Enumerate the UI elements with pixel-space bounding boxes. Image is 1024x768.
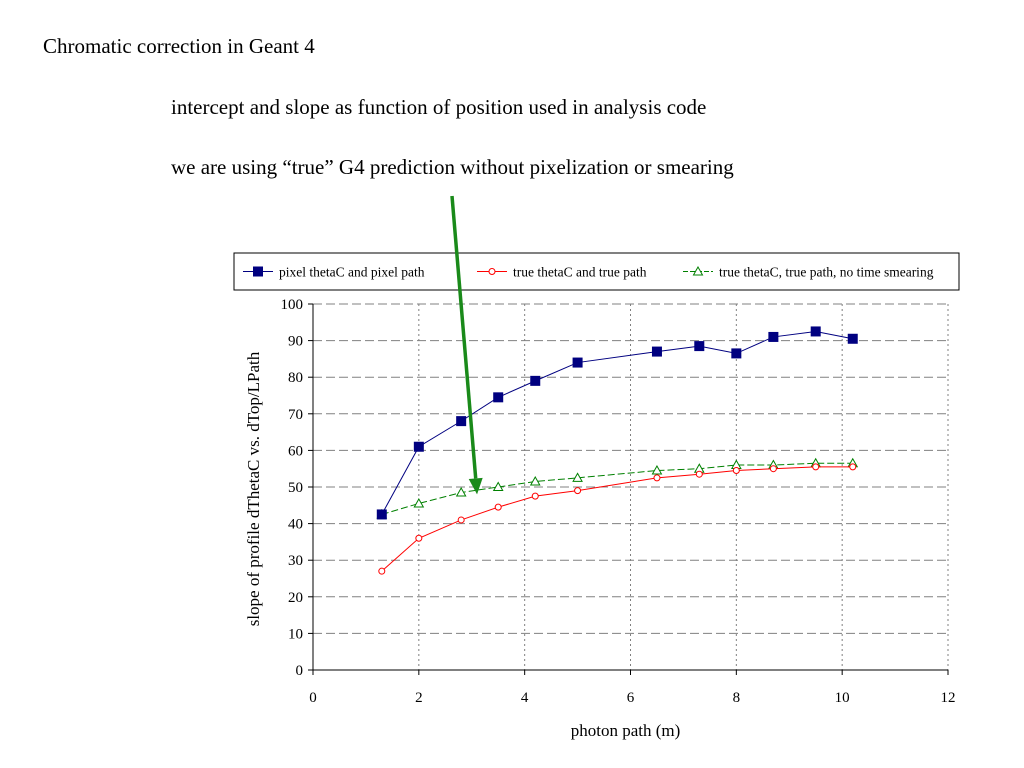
- data-point: [849, 463, 857, 471]
- annotation-layer: [450, 195, 483, 495]
- y-tick-label: 80: [288, 370, 303, 386]
- data-point: [253, 266, 263, 277]
- data-point: [455, 486, 467, 497]
- series-1: [376, 326, 858, 520]
- data-point: [651, 346, 662, 357]
- y-tick-label: 100: [281, 297, 304, 313]
- data-point: [413, 441, 424, 452]
- y-tick-label: 40: [288, 517, 303, 533]
- data-point: [769, 465, 777, 473]
- annotation-arrow-shaft: [450, 195, 478, 479]
- data-point: [768, 331, 779, 342]
- data-point: [692, 265, 704, 276]
- data-point: [812, 463, 820, 471]
- data-point: [694, 341, 705, 352]
- x-tick-label: 8: [733, 690, 741, 706]
- y-tick-label: 20: [288, 590, 303, 606]
- legend-label: true thetaC and true path: [513, 265, 647, 280]
- data-point: [574, 487, 582, 495]
- slide-title: Chromatic correction in Geant 4: [43, 34, 315, 58]
- data-point: [695, 470, 703, 478]
- y-tick-label: 70: [288, 407, 303, 423]
- legend: pixel thetaC and pixel path true thetaC a…: [233, 252, 960, 291]
- series-line: [381, 462, 853, 515]
- y-tick-label: 30: [288, 553, 303, 569]
- x-tick-label: 4: [521, 690, 529, 706]
- data-point: [456, 416, 467, 427]
- grid: [313, 303, 949, 670]
- data-point: [529, 475, 541, 486]
- y-tick-label: 10: [288, 626, 303, 642]
- series-line: [381, 330, 853, 515]
- legend-label: true thetaC, true path, no time smearing: [719, 265, 934, 280]
- data-point: [651, 465, 663, 475]
- x-tick-label: 10: [835, 690, 850, 706]
- y-tick-label: 60: [288, 443, 303, 459]
- note-true-prediction: we are using “true” G4 prediction withou…: [171, 155, 734, 179]
- data-point: [415, 534, 423, 542]
- legend-item-1: pixel thetaC and pixel path: [243, 265, 425, 280]
- series-2: [378, 463, 857, 575]
- data-point: [530, 375, 541, 386]
- x-tick-label: 6: [627, 690, 635, 706]
- x-tick-label: 2: [415, 690, 423, 706]
- data-point: [494, 503, 502, 511]
- data-point: [731, 348, 742, 359]
- legend-item-3: true thetaC, true path, no time smearing: [683, 265, 934, 280]
- data-point: [847, 333, 858, 344]
- data-point: [810, 326, 821, 337]
- annotation-arrow-head: [468, 477, 483, 495]
- data-point: [732, 467, 740, 475]
- data-point: [376, 509, 387, 520]
- note-analysis-code: intercept and slope as function of posit…: [171, 95, 707, 119]
- data-point: [488, 268, 496, 275]
- legend-label: pixel thetaC and pixel path: [279, 265, 425, 280]
- y-tick-label: 90: [288, 334, 303, 350]
- data-point: [653, 474, 661, 482]
- x-tick-label: 0: [309, 690, 317, 706]
- data-point: [378, 567, 386, 575]
- x-tick-label: 12: [941, 690, 956, 706]
- data-point: [531, 492, 539, 500]
- annotation-arrow: [450, 195, 483, 495]
- data-point: [413, 497, 425, 508]
- data-point: [572, 472, 583, 482]
- series-layer: [376, 326, 859, 575]
- axes: 0 10 20 30 40 50 60 70 80 90 100 0 2 4 6 8 10 12 photon pa…: [244, 297, 956, 740]
- data-point: [457, 516, 465, 524]
- y-tick-label: 50: [288, 480, 303, 496]
- series-line: [381, 466, 853, 572]
- x-axis-label: photon path (m): [571, 721, 681, 740]
- data-point: [492, 481, 504, 491]
- data-point: [572, 357, 583, 368]
- legend-box: [233, 252, 960, 291]
- y-tick-label: 0: [296, 663, 304, 679]
- legend-item-2: true thetaC and true path: [477, 265, 647, 280]
- data-point: [493, 392, 504, 403]
- y-axis-label: slope of profile dThetaC vs. dTop/LPath: [244, 351, 263, 626]
